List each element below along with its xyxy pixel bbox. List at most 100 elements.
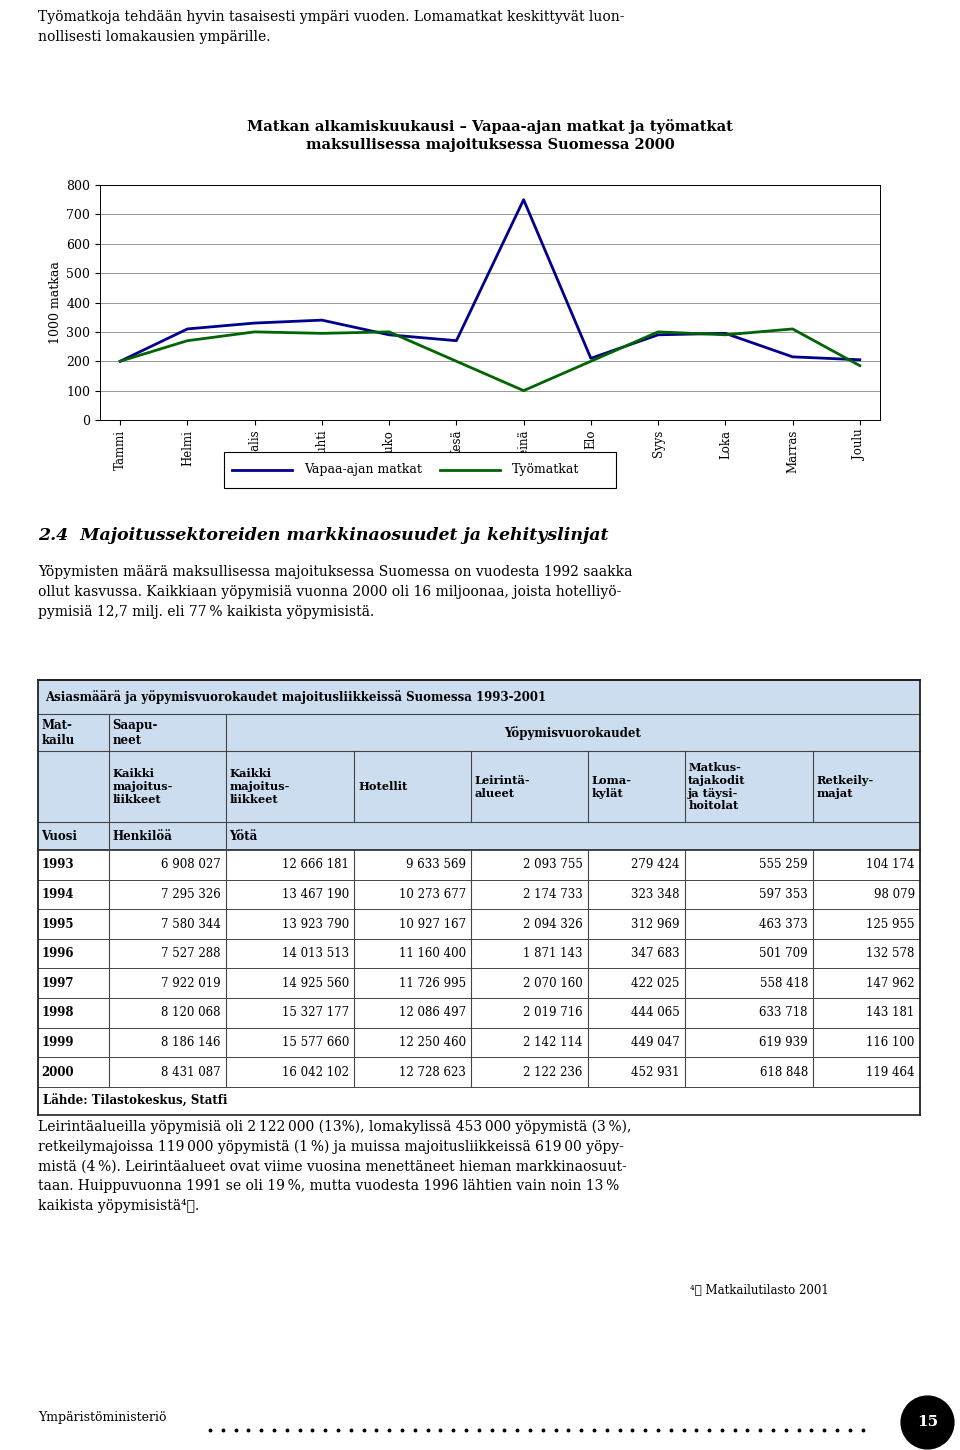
Text: 2000: 2000 — [41, 1066, 74, 1079]
Text: 1 871 143: 1 871 143 — [523, 947, 583, 960]
Text: 449 047: 449 047 — [631, 1035, 680, 1048]
Text: 11 160 400: 11 160 400 — [398, 947, 466, 960]
Text: Vapaa-ajan matkat: Vapaa-ajan matkat — [304, 464, 421, 477]
Text: Yöpymisten määrä maksullisessa majoituksessa Suomessa on vuodesta 1992 saakka
ol: Yöpymisten määrä maksullisessa majoituks… — [38, 566, 633, 619]
Text: 618 848: 618 848 — [759, 1066, 808, 1079]
Text: 1999: 1999 — [41, 1035, 74, 1048]
Bar — [38, 715, 920, 751]
Text: 12 086 497: 12 086 497 — [398, 1006, 466, 1019]
Text: 1993: 1993 — [41, 858, 74, 871]
Text: 98 079: 98 079 — [874, 887, 915, 900]
Bar — [38, 969, 920, 998]
Text: Loma-
kylät: Loma- kylät — [591, 774, 632, 799]
Text: 463 373: 463 373 — [759, 918, 808, 931]
Text: 10 927 167: 10 927 167 — [398, 918, 466, 931]
Text: 2 122 236: 2 122 236 — [523, 1066, 583, 1079]
Bar — [38, 680, 920, 715]
Bar — [38, 1088, 920, 1115]
Text: 13 467 190: 13 467 190 — [282, 887, 349, 900]
Text: 7 527 288: 7 527 288 — [161, 947, 221, 960]
Text: 147 962: 147 962 — [866, 977, 915, 990]
Bar — [38, 1028, 920, 1057]
Text: Henkilöä: Henkilöä — [112, 829, 173, 842]
Text: 15 577 660: 15 577 660 — [281, 1035, 349, 1048]
Text: 15: 15 — [917, 1415, 938, 1430]
Text: 14 925 560: 14 925 560 — [282, 977, 349, 990]
Text: Vuosi: Vuosi — [41, 829, 78, 842]
Text: Leirintäalueilla yöpymisiä oli 2 122 000 (13%), lomakylissä 453 000 yöpymistä (3: Leirintäalueilla yöpymisiä oli 2 122 000… — [38, 1119, 632, 1214]
Text: 2 142 114: 2 142 114 — [523, 1035, 583, 1048]
Text: 12 728 623: 12 728 623 — [399, 1066, 466, 1079]
Bar — [38, 909, 920, 940]
Text: 2 094 326: 2 094 326 — [523, 918, 583, 931]
Circle shape — [901, 1396, 954, 1449]
Text: Työmatkat: Työmatkat — [512, 464, 580, 477]
Text: Matkus-
tajakodit
ja täysi-
hoitolat: Matkus- tajakodit ja täysi- hoitolat — [688, 763, 746, 812]
Y-axis label: 1000 matkaa: 1000 matkaa — [49, 261, 62, 344]
Text: Kaikki
majoitus-
liikkeet: Kaikki majoitus- liikkeet — [229, 768, 290, 805]
Text: 16 042 102: 16 042 102 — [282, 1066, 349, 1079]
Text: 9 633 569: 9 633 569 — [406, 858, 466, 871]
Text: 2.4  Majoitussektoreiden markkinaosuudet ja kehityslinjat: 2.4 Majoitussektoreiden markkinaosuudet … — [38, 526, 609, 544]
Text: 7 295 326: 7 295 326 — [161, 887, 221, 900]
Text: 422 025: 422 025 — [631, 977, 680, 990]
Text: 7 580 344: 7 580 344 — [160, 918, 221, 931]
Text: 312 969: 312 969 — [631, 918, 680, 931]
Text: Mat-
kailu: Mat- kailu — [41, 719, 75, 747]
Text: 12 250 460: 12 250 460 — [398, 1035, 466, 1048]
Text: Yöpymisvuorokaudet: Yöpymisvuorokaudet — [505, 726, 641, 740]
Text: Kaikki
majoitus-
liikkeet: Kaikki majoitus- liikkeet — [112, 768, 173, 805]
Text: 10 273 677: 10 273 677 — [398, 887, 466, 900]
Text: 125 955: 125 955 — [866, 918, 915, 931]
Text: 119 464: 119 464 — [866, 1066, 915, 1079]
Text: 2 070 160: 2 070 160 — [523, 977, 583, 990]
Text: 2 174 733: 2 174 733 — [523, 887, 583, 900]
Text: 116 100: 116 100 — [866, 1035, 915, 1048]
Bar — [38, 880, 920, 909]
Text: 633 718: 633 718 — [759, 1006, 808, 1019]
Text: 323 348: 323 348 — [631, 887, 680, 900]
Text: 619 939: 619 939 — [759, 1035, 808, 1048]
Text: 501 709: 501 709 — [759, 947, 808, 960]
Text: Saapu-
neet: Saapu- neet — [112, 719, 158, 747]
Text: 7 922 019: 7 922 019 — [161, 977, 221, 990]
Bar — [38, 998, 920, 1028]
Text: 444 065: 444 065 — [631, 1006, 680, 1019]
Text: 11 726 995: 11 726 995 — [398, 977, 466, 990]
Text: Leirintä-
alueet: Leirintä- alueet — [474, 774, 530, 799]
Text: Matkan alkamiskuukausi – Vapaa-ajan matkat ja työmatkat
maksullisessa majoitukse: Matkan alkamiskuukausi – Vapaa-ajan matk… — [247, 119, 732, 152]
Text: Hotellit: Hotellit — [358, 782, 407, 792]
Text: Työmatkoja tehdään hyvin tasaisesti ympäri vuoden. Lomamatkat keskittyvät luon-
: Työmatkoja tehdään hyvin tasaisesti ympä… — [38, 10, 625, 44]
Text: 1998: 1998 — [41, 1006, 74, 1019]
Text: 104 174: 104 174 — [866, 858, 915, 871]
Bar — [38, 940, 920, 969]
Text: 132 578: 132 578 — [866, 947, 915, 960]
Bar — [38, 850, 920, 880]
Text: 13 923 790: 13 923 790 — [282, 918, 349, 931]
Text: 1996: 1996 — [41, 947, 74, 960]
Text: 347 683: 347 683 — [631, 947, 680, 960]
Text: 14 013 513: 14 013 513 — [282, 947, 349, 960]
Text: 1995: 1995 — [41, 918, 74, 931]
Text: 6 908 027: 6 908 027 — [161, 858, 221, 871]
Text: Lähde: Tilastokeskus, Statfi: Lähde: Tilastokeskus, Statfi — [43, 1095, 228, 1108]
Text: 452 931: 452 931 — [631, 1066, 680, 1079]
Text: Asiasmäärä ja yöpymisvuorokaudet majoitusliikkeissä Suomessa 1993-2001: Asiasmäärä ja yöpymisvuorokaudet majoitu… — [45, 690, 546, 705]
Bar — [38, 1057, 920, 1088]
Text: 8 120 068: 8 120 068 — [161, 1006, 221, 1019]
Text: 8 431 087: 8 431 087 — [161, 1066, 221, 1079]
Bar — [38, 751, 920, 822]
Text: 2 019 716: 2 019 716 — [523, 1006, 583, 1019]
Text: 597 353: 597 353 — [759, 887, 808, 900]
Text: 1994: 1994 — [41, 887, 74, 900]
FancyBboxPatch shape — [224, 452, 616, 489]
Text: 8 186 146: 8 186 146 — [161, 1035, 221, 1048]
Text: Retkeily-
majat: Retkeily- majat — [817, 774, 874, 799]
Text: Ympäristöministeriö: Ympäristöministeriö — [38, 1411, 166, 1424]
Text: 2 093 755: 2 093 755 — [522, 858, 583, 871]
Text: 12 666 181: 12 666 181 — [282, 858, 349, 871]
Text: 279 424: 279 424 — [631, 858, 680, 871]
Text: 555 259: 555 259 — [759, 858, 808, 871]
Text: 15 327 177: 15 327 177 — [282, 1006, 349, 1019]
Text: 1997: 1997 — [41, 977, 74, 990]
